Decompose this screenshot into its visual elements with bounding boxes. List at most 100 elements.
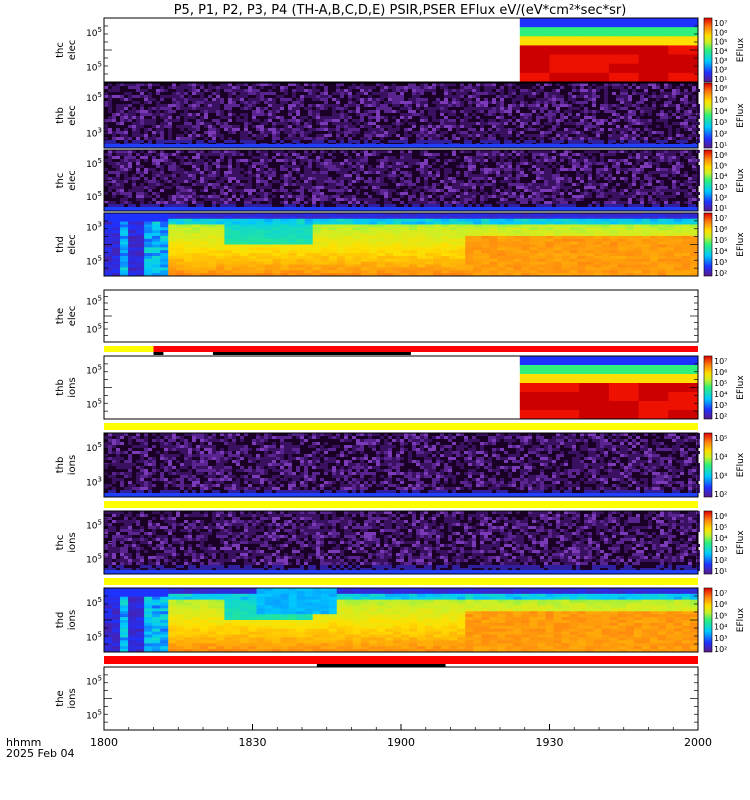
spectrogram-cell (192, 235, 201, 240)
spectrogram-cell (560, 137, 564, 140)
spectrogram-cell (608, 128, 612, 131)
spectrogram-cell (268, 204, 272, 207)
spectrogram-cell (176, 192, 180, 195)
spectrogram-cell (192, 227, 201, 231)
spectrogram-cell (280, 247, 290, 251)
spectrogram-cell (112, 177, 116, 180)
spectrogram-cell (676, 128, 680, 131)
spectrogram-cell (220, 204, 224, 207)
spectrogram-cell (212, 110, 216, 113)
spectrogram-cell (584, 186, 588, 189)
spectrogram-cell (384, 224, 394, 228)
spectrogram-cell (572, 183, 576, 186)
spectrogram-cell (356, 159, 360, 162)
spectrogram-cell (549, 27, 580, 37)
spectrogram-cell (424, 201, 428, 204)
spectrogram-cell (580, 180, 584, 183)
spectrogram-cell (112, 255, 121, 260)
spectrogram-cell (120, 213, 129, 217)
spectrogram-cell (180, 186, 184, 189)
spectrogram-cell (272, 273, 282, 277)
spectrogram-cell (184, 233, 193, 237)
spectrogram-cell (519, 36, 550, 46)
spectrogram-cell (476, 156, 480, 159)
spectrogram-cell (192, 192, 196, 195)
colorbar-label: EFlux (736, 37, 746, 62)
spectrogram-cell (552, 98, 556, 101)
spectrogram-cell (212, 195, 216, 198)
spectrogram-cell (308, 153, 312, 156)
spectrogram-cell (184, 201, 188, 204)
spectrogram-cell (280, 255, 290, 260)
spectrogram-cell (524, 104, 528, 107)
spectrogram-cell (292, 153, 296, 156)
spectrogram-cell (596, 174, 600, 177)
spectrogram-cell (208, 122, 212, 125)
spectrogram-cell (484, 165, 488, 168)
spectrogram-cell (620, 140, 624, 143)
spectrogram-cell (264, 131, 268, 134)
spectrogram-cell (116, 204, 120, 207)
spectrogram-cell (232, 261, 241, 266)
spectrogram-cell (472, 128, 476, 131)
spectrogram-cell (600, 156, 604, 159)
spectrogram-cell (464, 156, 468, 159)
spectrogram-cell (264, 244, 274, 248)
spectrogram-cell (449, 270, 458, 274)
spectrogram-cell (216, 195, 220, 198)
spectrogram-cell (444, 168, 448, 171)
spectrogram-cell (388, 177, 392, 180)
spectrogram-cell (392, 221, 402, 225)
spectrogram-cell (324, 165, 328, 168)
spectrogram-cell (272, 233, 282, 237)
spectrogram-cell (312, 83, 316, 86)
spectrogram-cell (248, 104, 252, 107)
spectrogram-cell (456, 128, 460, 131)
spectrogram-cell (512, 101, 516, 104)
spectrogram-cell (676, 89, 680, 92)
spectrogram-cell (220, 83, 224, 86)
spectrogram-cell (304, 168, 308, 171)
spectrogram-cell (296, 253, 306, 257)
spectrogram-cell (496, 162, 500, 165)
spectrogram-cell (457, 224, 466, 228)
spectrogram-cell (668, 153, 672, 156)
spectrogram-cell (480, 156, 484, 159)
spectrogram-cell (672, 192, 676, 195)
spectrogram-cell (436, 137, 440, 140)
spectrogram-cell (316, 116, 320, 119)
spectrogram-cell (616, 137, 620, 140)
spectrogram-cell (384, 255, 394, 260)
spectrogram-cell (416, 104, 420, 107)
spectrogram-cell (284, 201, 288, 204)
spectrogram-cell (204, 186, 208, 189)
spectrogram-cell (592, 186, 596, 189)
spectrogram-cell (280, 95, 284, 98)
spectrogram-cell (432, 113, 436, 116)
spectrogram-cell (664, 198, 668, 201)
spectrogram-cell (656, 162, 660, 165)
spectrogram-cell (200, 270, 209, 274)
spectrogram-cell (352, 267, 362, 271)
spectrogram-cell (449, 253, 458, 257)
spectrogram-cell (568, 198, 572, 201)
spectrogram-cell (656, 98, 660, 101)
spectrogram-cell (441, 255, 450, 260)
spectrogram-cell (604, 201, 608, 204)
spectrogram-cell (472, 192, 476, 195)
spectrogram-cell (596, 119, 600, 122)
spectrogram-cell (392, 128, 396, 131)
spectrogram-cell (644, 183, 648, 186)
spectrogram-cell (256, 201, 260, 204)
spectrogram-cell (168, 140, 172, 143)
spectrogram-cell (664, 168, 668, 171)
spectrogram-cell (132, 174, 136, 177)
spectrogram-cell (168, 227, 177, 231)
spectrogram-cell (425, 273, 434, 277)
spectrogram-cell (308, 95, 312, 98)
spectrogram-cell (292, 150, 296, 153)
spectrogram-cell (240, 159, 244, 162)
spectrogram-cell (384, 159, 388, 162)
spectrogram-cell (608, 137, 612, 140)
spectrogram-cell (444, 137, 448, 140)
